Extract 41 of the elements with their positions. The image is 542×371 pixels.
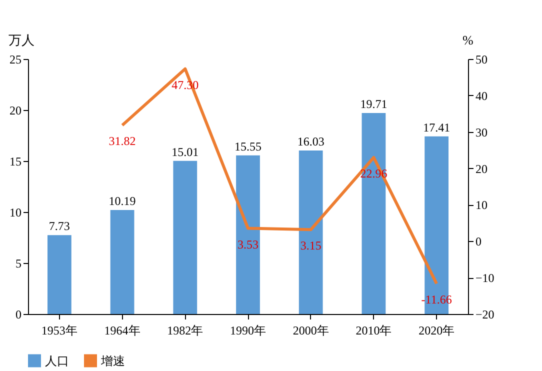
y-tick-label: 25 (10, 52, 22, 66)
x-tick-label: 1982年 (167, 324, 204, 338)
y2-tick-label: 0 (476, 234, 482, 249)
x-tick-label: 1990年 (230, 324, 266, 338)
bar (362, 112, 386, 314)
data-label: 10.19 (108, 194, 136, 208)
x-tick-label: 1964年 (104, 324, 140, 338)
data-label: 31.82 (108, 134, 136, 148)
bar (110, 210, 134, 314)
y2-tick-label: 40 (476, 88, 488, 103)
bar (173, 160, 198, 314)
y-tick-label: 5 (16, 256, 22, 270)
y-tick-label: 10 (10, 206, 22, 220)
legend-label: 增速 (100, 354, 125, 368)
bar (47, 235, 72, 314)
data-label: 19.71 (360, 96, 388, 111)
y2-tick-label: −10 (476, 271, 494, 286)
bar (236, 155, 260, 314)
data-label: 17.41 (423, 120, 450, 134)
x-tick-label: 2010年 (356, 324, 392, 338)
x-tick-label: 2000年 (292, 324, 329, 338)
y2-tick-label: 10 (476, 198, 488, 212)
legend-label: 人口 (45, 354, 69, 368)
data-label: 3.53 (238, 237, 258, 252)
y2-tick-label: −20 (476, 308, 494, 322)
y2-axis-title: % (462, 32, 474, 48)
bar (298, 150, 323, 314)
data-label: 3.15 (300, 238, 322, 253)
data-label: 15.01 (172, 144, 199, 159)
y2-tick-label: 50 (476, 52, 488, 66)
x-tick-label: 2020年 (418, 324, 455, 338)
y2-tick-label: 20 (476, 162, 488, 176)
data-label: 7.73 (48, 219, 70, 234)
y2-tick-label: 30 (476, 125, 488, 140)
x-tick-label: 1953年 (41, 324, 78, 338)
data-label: 15.55 (234, 139, 262, 154)
y-tick-label: 0 (16, 308, 22, 322)
y-tick-label: 15 (10, 154, 22, 168)
y-axis-title: 万人 (8, 32, 34, 48)
y-tick-label: 20 (10, 104, 22, 118)
data-label: 16.03 (297, 134, 324, 148)
